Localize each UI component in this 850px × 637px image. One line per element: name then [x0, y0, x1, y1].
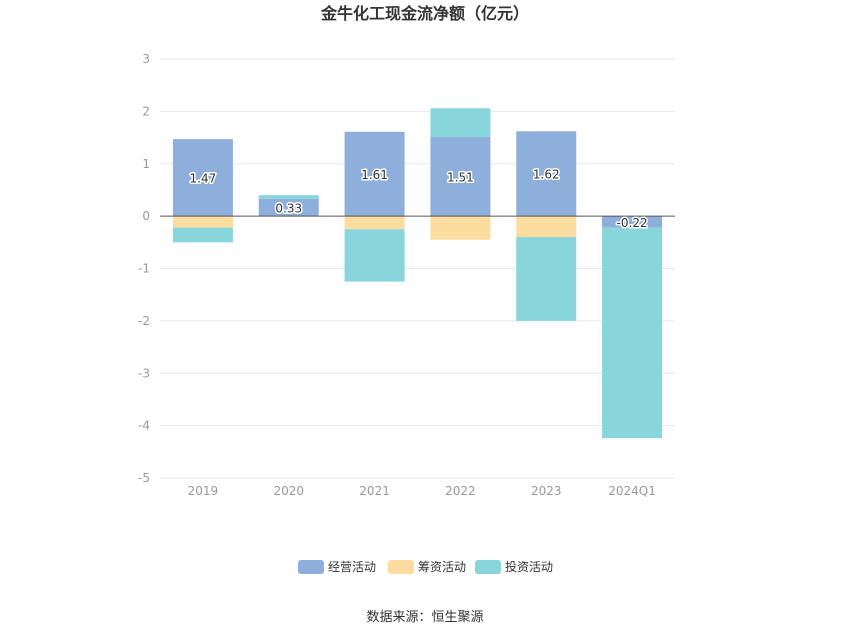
data-label: 0.33	[275, 201, 302, 215]
bar-0-4[interactable]	[516, 131, 577, 217]
bars	[172, 108, 663, 439]
data-label: 1.51	[447, 171, 474, 185]
bar-0-2[interactable]	[344, 131, 405, 217]
legend-label: 经营活动	[328, 560, 376, 574]
legend-label: 投资活动	[505, 559, 553, 574]
bar-0-0[interactable]	[172, 139, 233, 217]
data-label: -0.22	[617, 216, 648, 230]
chart-title: 金牛化工现金流净额（亿元）	[320, 4, 529, 23]
source-note: 数据来源：恒生聚源	[366, 610, 483, 625]
y-tick-label: -2	[138, 314, 150, 328]
legend-item[interactable]: 投资活动	[475, 559, 553, 574]
bar-1-0[interactable]	[172, 216, 233, 228]
bar-1-4[interactable]	[516, 216, 577, 238]
y-tick-label: 1	[142, 157, 150, 171]
bar-2-1[interactable]	[258, 195, 319, 199]
legend-swatch	[388, 560, 414, 574]
y-tick-label: 2	[142, 104, 150, 118]
bar-0-5[interactable]	[602, 216, 663, 228]
y-tick-label: -1	[138, 262, 150, 276]
y-tick-label: -3	[138, 366, 150, 380]
x-axis: 2019 2020 2021 2022 2023 2024Q1	[160, 477, 675, 498]
data-labels: 1.47 0.33 1.61 1.51 1.62 -0.22	[188, 166, 649, 231]
bar-2-4[interactable]	[516, 237, 577, 321]
y-tick-label: -5	[138, 471, 150, 485]
bar-1-3[interactable]	[430, 216, 491, 240]
data-label: 1.62	[533, 168, 560, 182]
y-tick-label: 0	[142, 209, 150, 223]
bar-0-3[interactable]	[430, 137, 491, 217]
y-tick-label: 3	[142, 52, 150, 66]
bar-1-2[interactable]	[344, 216, 405, 230]
data-label: 1.47	[190, 172, 217, 186]
x-tick-label: 2021	[359, 484, 390, 498]
legend-item[interactable]: 经营活动	[298, 560, 376, 574]
legend-swatch	[475, 560, 501, 574]
x-tick-label: 2024Q1	[608, 484, 656, 498]
bar-2-0[interactable]	[172, 227, 233, 243]
legend-swatch	[298, 560, 324, 574]
x-tick-label: 2019	[188, 484, 219, 498]
bar-2-5[interactable]	[602, 227, 663, 439]
legend-item[interactable]: 筹资活动	[388, 560, 466, 574]
legend-label: 筹资活动	[418, 560, 466, 574]
grid: 3 2 1 0 -1 -2 -3 -4 -5	[138, 52, 675, 485]
bar-0-1[interactable]	[258, 198, 319, 217]
legend[interactable]: 经营活动 筹资活动 投资活动	[298, 559, 553, 574]
bar-2-3[interactable]	[430, 108, 491, 138]
y-tick-label: -4	[138, 419, 150, 433]
x-tick-label: 2023	[531, 484, 562, 498]
x-tick-label: 2022	[445, 484, 476, 498]
data-label: 1.61	[361, 168, 388, 182]
bar-2-2[interactable]	[344, 229, 405, 282]
x-tick-label: 2020	[273, 484, 304, 498]
